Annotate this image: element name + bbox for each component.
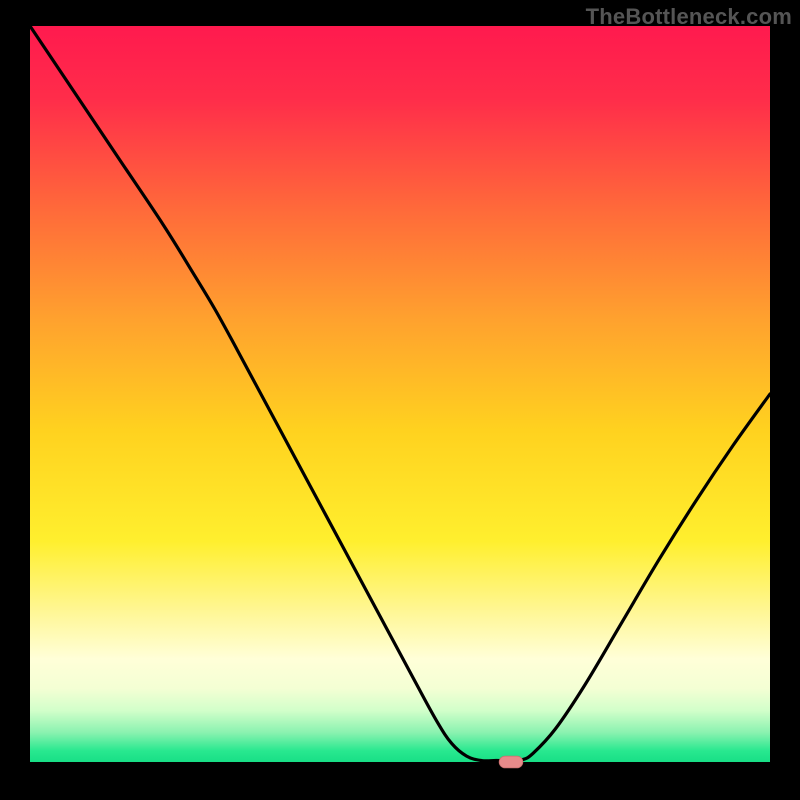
optimal-marker: [499, 756, 523, 768]
chart-container: TheBottleneck.com: [0, 0, 800, 800]
attribution-text: TheBottleneck.com: [586, 4, 792, 30]
bottleneck-curve-chart: [0, 0, 800, 800]
